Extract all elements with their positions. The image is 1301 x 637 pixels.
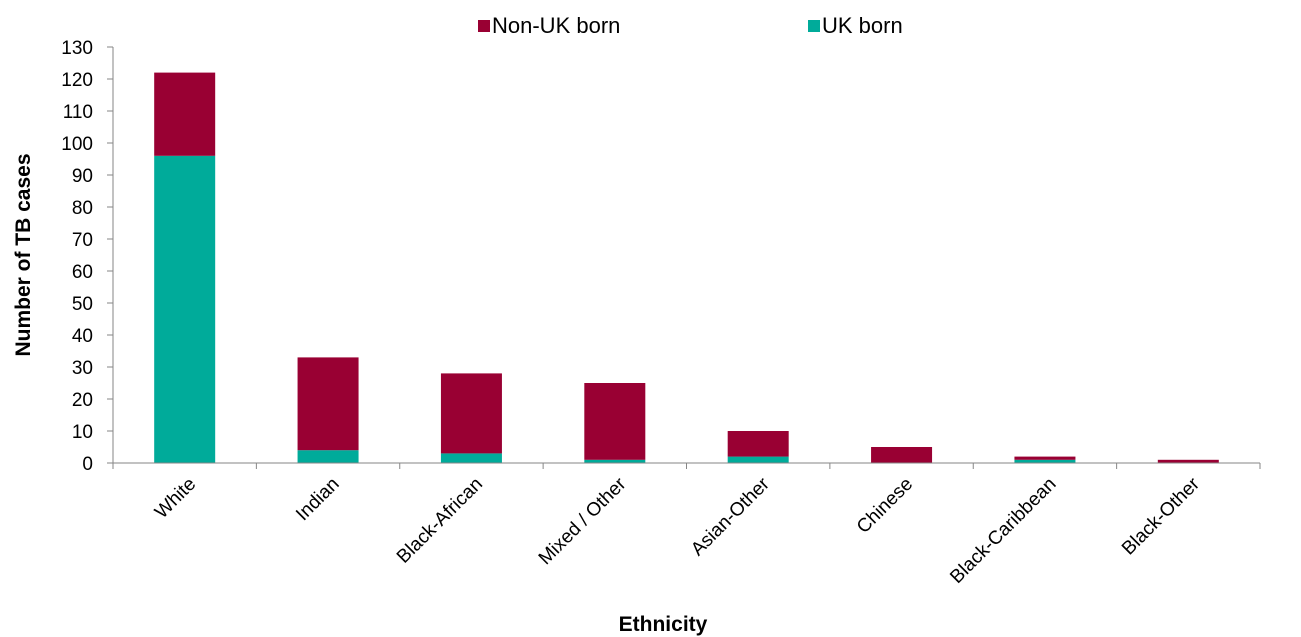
bars xyxy=(154,72,1219,464)
y-tick-label: 80 xyxy=(72,198,93,219)
x-tick-label-black-african: Black-African xyxy=(393,474,487,568)
y-tick-label: 70 xyxy=(72,230,93,251)
y-tick-label: 30 xyxy=(72,358,93,379)
bar-black-african-non-uk-born xyxy=(440,373,502,454)
legend-swatch-uk-born xyxy=(808,20,820,32)
x-tick-label-indian: Indian xyxy=(292,474,343,525)
x-tick-label-chinese: Chinese xyxy=(853,474,917,538)
bar-mixed-other-non-uk-born xyxy=(584,383,646,460)
bar-black-other-non-uk-born xyxy=(1157,459,1219,463)
x-axis: White Indian Black-African Mixed / Other Asi… xyxy=(112,462,1261,588)
y-tick-label: 20 xyxy=(72,390,93,411)
bar-mixed-other-uk-born xyxy=(584,459,646,463)
y-tick-label: 50 xyxy=(72,294,93,315)
y-tick-label: 100 xyxy=(61,134,93,155)
y-tick-label: 130 xyxy=(61,38,93,59)
y-tick-label: 10 xyxy=(72,422,93,443)
bar-white-uk-born xyxy=(154,155,216,464)
y-tick-label: 120 xyxy=(61,70,93,91)
bar-black-caribbean-non-uk-born xyxy=(1014,456,1076,460)
x-axis-title: Ethnicity xyxy=(619,613,708,636)
x-tick-label-black-caribbean: Black-Caribbean xyxy=(946,474,1060,588)
bar-indian-uk-born xyxy=(297,450,359,463)
bar-chinese-non-uk-born xyxy=(871,447,933,463)
y-tick-label: 60 xyxy=(72,262,93,283)
bar-asian-other-uk-born xyxy=(727,456,789,463)
bar-asian-other-non-uk-born xyxy=(727,431,789,457)
bar-white-non-uk-born xyxy=(154,72,216,156)
bar-black-african-uk-born xyxy=(440,453,502,463)
legend-label-uk-born: UK born xyxy=(822,13,903,38)
chart-legend: Non-UK born UK born xyxy=(478,13,903,38)
x-tick-label-white: White xyxy=(151,474,200,523)
x-tick-label-asian-other: Asian-Other xyxy=(687,473,774,560)
x-tick-label-mixed-other: Mixed / Other xyxy=(535,473,631,569)
y-axis-title: Number of TB cases xyxy=(12,153,35,356)
y-axis: 0 10 20 30 40 50 60 70 80 90 100 110 120 130 xyxy=(61,38,114,475)
x-tick-label-black-other: Black-Other xyxy=(1118,473,1204,559)
bar-black-caribbean-uk-born xyxy=(1014,459,1076,463)
legend-swatch-non-uk-born xyxy=(478,20,490,32)
y-tick-label: 90 xyxy=(72,166,93,187)
legend-label-non-uk-born: Non-UK born xyxy=(492,13,620,38)
y-tick-label: 0 xyxy=(82,454,93,475)
y-tick-label: 40 xyxy=(72,326,93,347)
y-tick-label: 110 xyxy=(63,102,93,123)
bar-indian-non-uk-born xyxy=(297,357,359,451)
